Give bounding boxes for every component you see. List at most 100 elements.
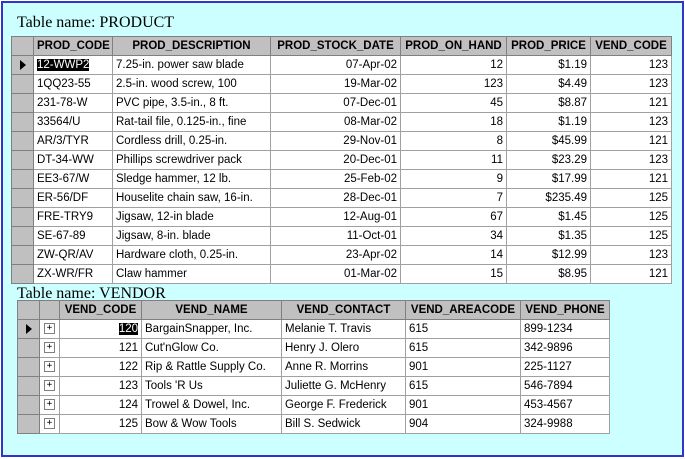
table-row[interactable]: 231-78-W PVC pipe, 3.5-in., 8 ft. 07-Dec-0… [11, 93, 672, 113]
cell-vend-areacode[interactable]: 615 [405, 376, 521, 396]
cell-prod-price[interactable]: $1.19 [506, 112, 591, 132]
cell-prod-stock-date[interactable]: 23-Apr-02 [270, 245, 401, 265]
cell-vend-code[interactable]: 123 [590, 55, 672, 75]
cell-vend-code[interactable]: 123 [590, 74, 672, 94]
cell-vend-code[interactable]: 125 [590, 226, 672, 246]
column-header-prod-on-hand[interactable]: PROD_ON_HAND [400, 36, 507, 56]
cell-prod-on-hand[interactable]: 34 [400, 226, 507, 246]
cell-prod-description[interactable]: Hardware cloth, 0.25-in. [112, 245, 271, 265]
record-selector[interactable] [17, 319, 40, 339]
record-selector[interactable] [11, 55, 34, 75]
expand-subdatasheet-cell[interactable]: + [39, 414, 60, 434]
table-row[interactable]: DT-34-WW Phillips screwdriver pack 20-Dec-… [11, 150, 672, 170]
cell-prod-price[interactable]: $1.35 [506, 226, 591, 246]
record-selector[interactable] [11, 93, 34, 113]
cell-prod-code[interactable]: ZX-WR/FR [33, 264, 113, 284]
cell-prod-price[interactable]: $235.49 [506, 188, 591, 208]
table-row[interactable]: 33564/U Rat-tail file, 0.125-in., fine 08-… [11, 112, 672, 132]
cell-prod-stock-date[interactable]: 28-Dec-01 [270, 188, 401, 208]
expand-plus-icon[interactable]: + [44, 380, 55, 392]
expand-plus-icon[interactable]: + [44, 399, 55, 411]
cell-prod-description[interactable]: Rat-tail file, 0.125-in., fine [112, 112, 271, 132]
table-row[interactable]: AR/3/TYR Cordless drill, 0.25-in. 29-Nov-0… [11, 131, 672, 151]
cell-prod-code[interactable]: EE3-67/W [33, 169, 113, 189]
record-selector[interactable] [11, 226, 34, 246]
cell-vend-code[interactable]: 123 [59, 376, 142, 396]
cell-prod-code[interactable]: 12-WWP2 [33, 55, 113, 75]
cell-vend-code[interactable]: 121 [590, 264, 672, 284]
cell-prod-stock-date[interactable]: 20-Dec-01 [270, 150, 401, 170]
cell-prod-code[interactable]: ER-56/DF [33, 188, 113, 208]
cell-prod-price[interactable]: $1.19 [506, 55, 591, 75]
expand-subdatasheet-cell[interactable]: + [39, 319, 60, 339]
cell-prod-price[interactable]: $8.95 [506, 264, 591, 284]
cell-vend-code[interactable]: 121 [590, 93, 672, 113]
cell-vend-name[interactable]: Trowel & Dowel, Inc. [141, 395, 282, 415]
record-selector[interactable] [17, 357, 40, 377]
record-selector[interactable] [11, 169, 34, 189]
cell-prod-stock-date[interactable]: 01-Mar-02 [270, 264, 401, 284]
cell-prod-stock-date[interactable]: 08-Mar-02 [270, 112, 401, 132]
cell-vend-name[interactable]: Rip & Rattle Supply Co. [141, 357, 282, 377]
cell-prod-price[interactable]: $12.99 [506, 245, 591, 265]
column-header-vend-code[interactable]: VEND_CODE [59, 300, 142, 320]
expand-subdatasheet-cell[interactable]: + [39, 395, 60, 415]
cell-prod-price[interactable]: $23.29 [506, 150, 591, 170]
record-selector[interactable] [11, 74, 34, 94]
record-selector[interactable] [11, 188, 34, 208]
cell-vend-name[interactable]: Cut'nGlow Co. [141, 338, 282, 358]
column-header-vend-phone[interactable]: VEND_PHONE [520, 300, 610, 320]
cell-vend-areacode[interactable]: 615 [405, 338, 521, 358]
record-selector[interactable] [17, 338, 40, 358]
cell-prod-on-hand[interactable]: 45 [400, 93, 507, 113]
cell-prod-price[interactable]: $4.49 [506, 74, 591, 94]
cell-vend-phone[interactable]: 546-7894 [520, 376, 610, 396]
column-header-vend-name[interactable]: VEND_NAME [141, 300, 282, 320]
cell-prod-stock-date[interactable]: 29-Nov-01 [270, 131, 401, 151]
table-row[interactable]: 12-WWP2 7.25-in. power saw blade 07-Apr-02… [11, 55, 672, 75]
cell-vend-phone[interactable]: 342-9896 [520, 338, 610, 358]
cell-prod-description[interactable]: Cordless drill, 0.25-in. [112, 131, 271, 151]
expand-plus-icon[interactable]: + [44, 361, 55, 373]
cell-prod-code[interactable]: 1QQ23-55 [33, 74, 113, 94]
table-row[interactable]: FRE-TRY9 Jigsaw, 12-in blade 12-Aug-01 67 $1… [11, 207, 672, 227]
table-row[interactable]: +123 Tools 'R Us Juliette G. McHenry 615 546… [17, 376, 610, 396]
column-header-prod-stock-date[interactable]: PROD_STOCK_DATE [270, 36, 401, 56]
cell-prod-on-hand[interactable]: 11 [400, 150, 507, 170]
cell-prod-on-hand[interactable]: 7 [400, 188, 507, 208]
table-row[interactable]: SE-67-89 Jigsaw, 8-in. blade 11-Oct-01 34 $1… [11, 226, 672, 246]
table-row[interactable]: +122 Rip & Rattle Supply Co. Anne R. Morri… [17, 357, 610, 377]
cell-vend-areacode[interactable]: 615 [405, 319, 521, 339]
record-selector[interactable] [17, 414, 40, 434]
cell-vend-contact[interactable]: Bill S. Sedwick [281, 414, 406, 434]
table-row[interactable]: ER-56/DF Houselite chain saw, 16-in. 28-De… [11, 188, 672, 208]
cell-vend-contact[interactable]: Henry J. Olero [281, 338, 406, 358]
table-row[interactable]: +121 Cut'nGlow Co. Henry J. Olero 615 342-98… [17, 338, 610, 358]
cell-prod-description[interactable]: Phillips screwdriver pack [112, 150, 271, 170]
cell-vend-name[interactable]: Tools 'R Us [141, 376, 282, 396]
record-selector[interactable] [11, 245, 34, 265]
cell-vend-code[interactable]: 123 [590, 150, 672, 170]
cell-vend-contact[interactable]: Juliette G. McHenry [281, 376, 406, 396]
cell-prod-stock-date[interactable]: 07-Dec-01 [270, 93, 401, 113]
expand-subdatasheet-cell[interactable]: + [39, 338, 60, 358]
record-selector[interactable] [11, 131, 34, 151]
expand-plus-icon[interactable]: + [44, 323, 55, 335]
cell-vend-phone[interactable]: 324-9988 [520, 414, 610, 434]
cell-prod-code[interactable]: SE-67-89 [33, 226, 113, 246]
cell-prod-on-hand[interactable]: 14 [400, 245, 507, 265]
cell-prod-price[interactable]: $45.99 [506, 131, 591, 151]
table-row[interactable]: +125 Bow & Wow Tools Bill S. Sedwick 904 324… [17, 414, 610, 434]
cell-vend-code[interactable]: 124 [59, 395, 142, 415]
record-selector[interactable] [17, 395, 40, 415]
cell-vend-contact[interactable]: Anne R. Morrins [281, 357, 406, 377]
cell-prod-on-hand[interactable]: 67 [400, 207, 507, 227]
cell-prod-code[interactable]: AR/3/TYR [33, 131, 113, 151]
column-header-vend-areacode[interactable]: VEND_AREACODE [405, 300, 521, 320]
cell-prod-stock-date[interactable]: 19-Mar-02 [270, 74, 401, 94]
cell-prod-stock-date[interactable]: 07-Apr-02 [270, 55, 401, 75]
cell-prod-code[interactable]: FRE-TRY9 [33, 207, 113, 227]
cell-prod-price[interactable]: $8.87 [506, 93, 591, 113]
column-header-prod-code[interactable]: PROD_CODE [33, 36, 113, 56]
cell-vend-name[interactable]: Bow & Wow Tools [141, 414, 282, 434]
